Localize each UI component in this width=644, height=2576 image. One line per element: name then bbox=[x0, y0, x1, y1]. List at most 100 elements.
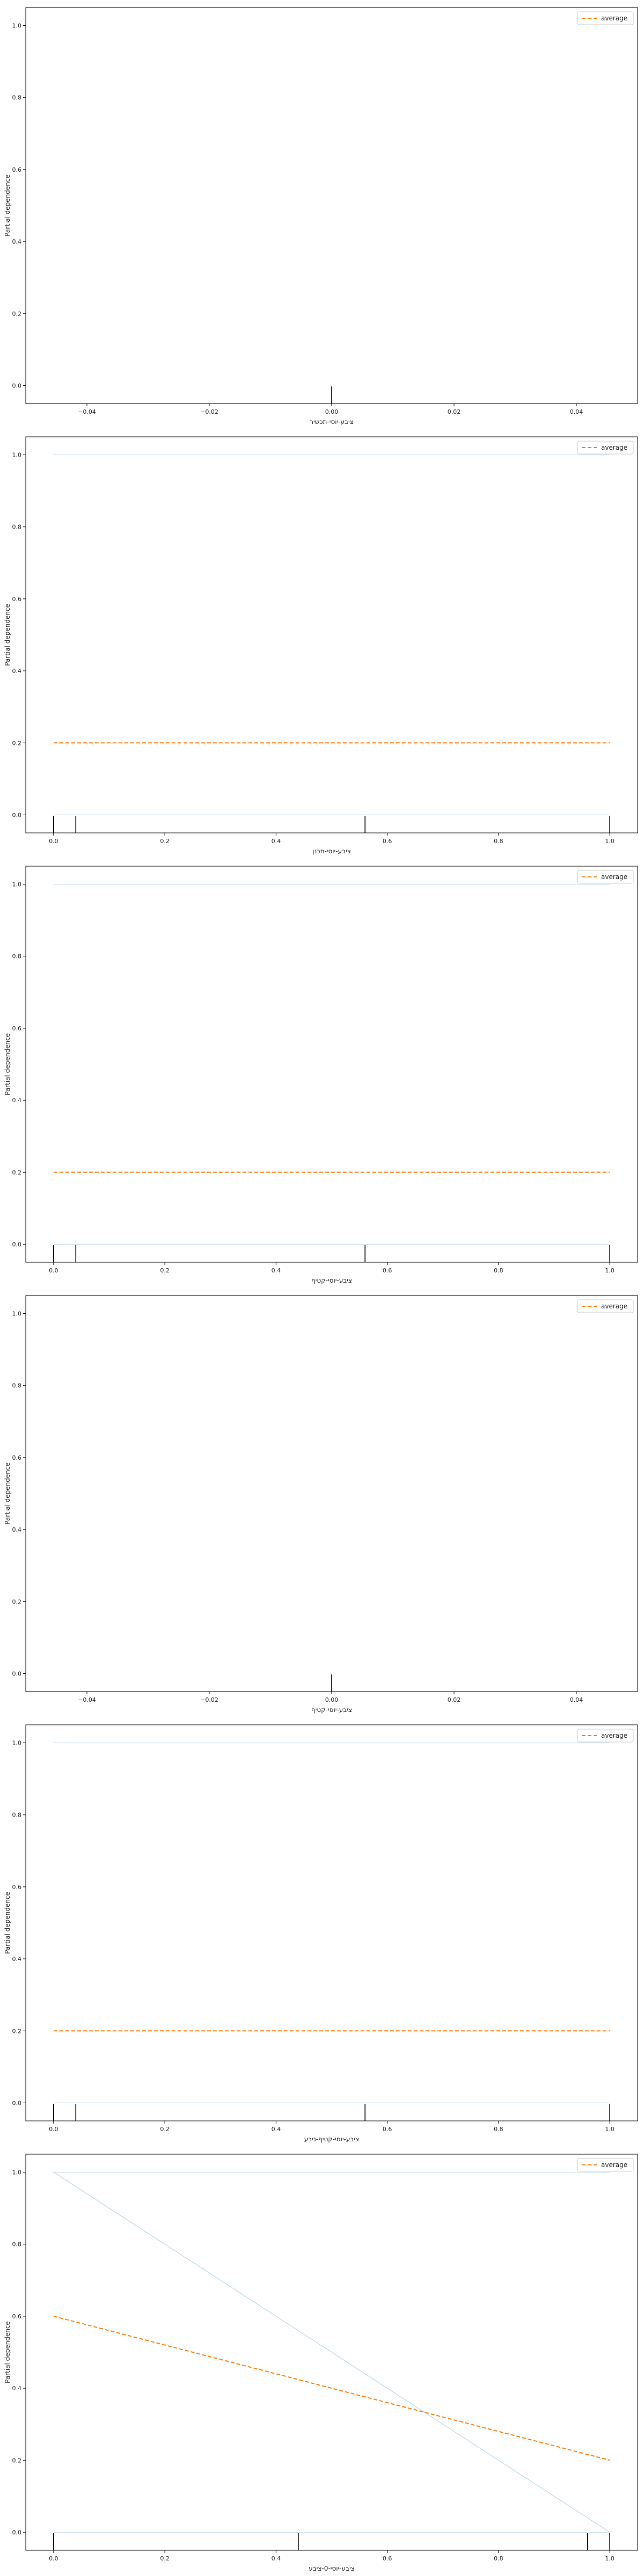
chart-panel-1: −0.04 −0.02 0.00 0.02 0.04 0.0 0.2 0.4 0.6 0.8 1.0… bbox=[4, 7, 638, 426]
legend-box bbox=[577, 2158, 634, 2172]
legend-box bbox=[577, 441, 634, 455]
y-tick-label: 0.8 bbox=[12, 1812, 22, 1819]
x-tick-label: 0.6 bbox=[383, 1267, 392, 1274]
legend-label-average: average bbox=[601, 14, 627, 22]
x-tick-label: −0.02 bbox=[200, 408, 218, 415]
y-tick-label: 0.0 bbox=[12, 2099, 22, 2106]
legend-label-average: average bbox=[601, 2161, 627, 2169]
chart-panel-3: 0.0 0.2 0.4 0.6 0.8 1.0 0.0 0.2 0.4 0.6 0.8 1.0 ציבע… bbox=[4, 866, 638, 1284]
legend-box bbox=[577, 1299, 634, 1313]
x-axis-label: ציבע-יוסי-תכשיר bbox=[310, 418, 354, 426]
x-tick-label: 0.8 bbox=[494, 838, 503, 845]
ice-line-3 bbox=[53, 2172, 610, 2533]
y-tick-label: 0.8 bbox=[12, 2241, 22, 2248]
y-axis-label: Partial dependence bbox=[4, 1462, 11, 1525]
y-tick-label: 0.2 bbox=[12, 310, 22, 317]
legend: average bbox=[577, 870, 634, 884]
y-tick-label: 0.8 bbox=[12, 1382, 22, 1389]
plot-area bbox=[25, 1724, 638, 2121]
x-axis-label: ציבע-יוסי-קטיף-ניבע bbox=[304, 2135, 359, 2143]
y-tick-label: 0.2 bbox=[12, 2457, 22, 2464]
x-tick-label: 0.2 bbox=[160, 838, 170, 845]
x-tick-label: 1.0 bbox=[605, 2126, 614, 2133]
legend: average bbox=[577, 2158, 634, 2172]
y-tick-label: 0.2 bbox=[12, 2028, 22, 2035]
x-tick-label: 0.8 bbox=[494, 2555, 503, 2562]
x-tick-label: 0.0 bbox=[49, 1267, 58, 1274]
x-tick-label: 0.2 bbox=[160, 1267, 170, 1274]
y-tick-label: 1.0 bbox=[12, 452, 22, 459]
legend: average bbox=[577, 1299, 634, 1313]
y-tick-label: 0.0 bbox=[12, 1241, 22, 1248]
x-tick-label: −0.02 bbox=[200, 1696, 218, 1703]
y-tick-label: 1.0 bbox=[12, 2169, 22, 2176]
legend-label-average: average bbox=[601, 1302, 627, 1310]
y-tick-label: 0.0 bbox=[12, 382, 22, 389]
x-tick-label: 1.0 bbox=[605, 2555, 614, 2562]
chart-panel-4: −0.04 −0.02 0.00 0.02 0.04 0.0 0.2 0.4 0.6 0.8 1.0… bbox=[4, 1295, 638, 1714]
plot-area bbox=[25, 1295, 638, 1692]
legend-label-average: average bbox=[601, 1732, 627, 1739]
y-axis-label: Partial dependence bbox=[4, 1033, 11, 1095]
x-tick-label: −0.04 bbox=[78, 408, 96, 415]
y-tick-label: 0.2 bbox=[12, 740, 22, 747]
y-tick-label: 0.2 bbox=[12, 1169, 22, 1176]
y-axis-label: Partial dependence bbox=[4, 174, 11, 237]
legend: average bbox=[577, 1729, 634, 1743]
y-tick-label: 0.4 bbox=[12, 1526, 22, 1533]
x-tick-label: 0.04 bbox=[570, 1696, 583, 1703]
y-tick-label: 1.0 bbox=[12, 881, 22, 888]
x-axis-label: ציבע-יוסי-תכנן bbox=[312, 847, 351, 855]
chart-panel-5: 0.0 0.2 0.4 0.6 0.8 1.0 0.0 0.2 0.4 0.6 0.8 1.0 ציבע… bbox=[4, 1724, 638, 2143]
y-axis-label: Partial dependence bbox=[4, 2321, 11, 2383]
x-tick-label: 1.0 bbox=[605, 1267, 614, 1274]
y-tick-label: 1.0 bbox=[12, 1311, 22, 1318]
x-tick-label: 0.2 bbox=[160, 2555, 170, 2562]
y-tick-label: 0.0 bbox=[12, 811, 22, 818]
y-tick-label: 0.0 bbox=[12, 1670, 22, 1677]
plot-area bbox=[25, 2154, 638, 2551]
x-tick-label: 0.04 bbox=[570, 408, 583, 415]
y-tick-label: 0.4 bbox=[12, 238, 22, 245]
x-axis-label: ציבע-יוסי-קטיף bbox=[311, 1706, 352, 1714]
chart-panel-6: 0.0 0.2 0.4 0.6 0.8 1.0 0.0 0.2 0.4 0.6 0.8 1.0 ציבע… bbox=[4, 2154, 638, 2572]
y-tick-label: 0.6 bbox=[12, 2313, 22, 2320]
x-tick-label: 0.00 bbox=[325, 1696, 339, 1703]
x-tick-label: 1.0 bbox=[605, 838, 614, 845]
legend-box bbox=[577, 11, 634, 25]
y-tick-label: 0.6 bbox=[12, 1884, 22, 1891]
y-tick-label: 0.6 bbox=[12, 1025, 22, 1032]
x-tick-label: 0.4 bbox=[272, 2126, 281, 2133]
legend-box bbox=[577, 870, 634, 884]
y-tick-label: 0.4 bbox=[12, 2385, 22, 2392]
y-tick-label: 0.6 bbox=[12, 1454, 22, 1461]
x-tick-label: 0.6 bbox=[383, 838, 392, 845]
x-tick-label: −0.04 bbox=[78, 1696, 96, 1703]
y-tick-label: 1.0 bbox=[12, 23, 22, 30]
legend-label-average: average bbox=[601, 873, 627, 881]
y-tick-label: 0.4 bbox=[12, 1956, 22, 1963]
x-tick-label: 0.0 bbox=[49, 2126, 58, 2133]
x-tick-label: 0.0 bbox=[49, 838, 58, 845]
y-tick-label: 0.6 bbox=[12, 166, 22, 173]
y-axis-label: Partial dependence bbox=[4, 604, 11, 666]
legend: average bbox=[577, 441, 634, 455]
legend-box bbox=[577, 1729, 634, 1743]
x-tick-label: 0.0 bbox=[49, 2555, 58, 2562]
x-tick-label: 0.4 bbox=[272, 838, 281, 845]
x-tick-label: 0.6 bbox=[383, 2555, 392, 2562]
y-tick-label: 0.8 bbox=[12, 524, 22, 531]
chart-panel-2: 0.0 0.2 0.4 0.6 0.8 1.0 0.0 0.2 0.4 0.6 0.8 1.0 ציבע… bbox=[4, 436, 638, 855]
y-tick-label: 0.8 bbox=[12, 94, 22, 101]
y-axis-label: Partial dependence bbox=[4, 1892, 11, 1954]
x-tick-label: 0.4 bbox=[272, 1267, 281, 1274]
y-tick-label: 0.8 bbox=[12, 953, 22, 960]
plot-area bbox=[25, 7, 638, 404]
y-tick-label: 0.2 bbox=[12, 1598, 22, 1605]
x-axis-label: ציבע-יוסי-קטיף bbox=[311, 1277, 352, 1284]
x-tick-label: 0.2 bbox=[160, 2126, 170, 2133]
x-tick-label: 0.8 bbox=[494, 2126, 503, 2133]
legend: average bbox=[577, 11, 634, 25]
x-tick-label: 0.00 bbox=[325, 408, 339, 415]
